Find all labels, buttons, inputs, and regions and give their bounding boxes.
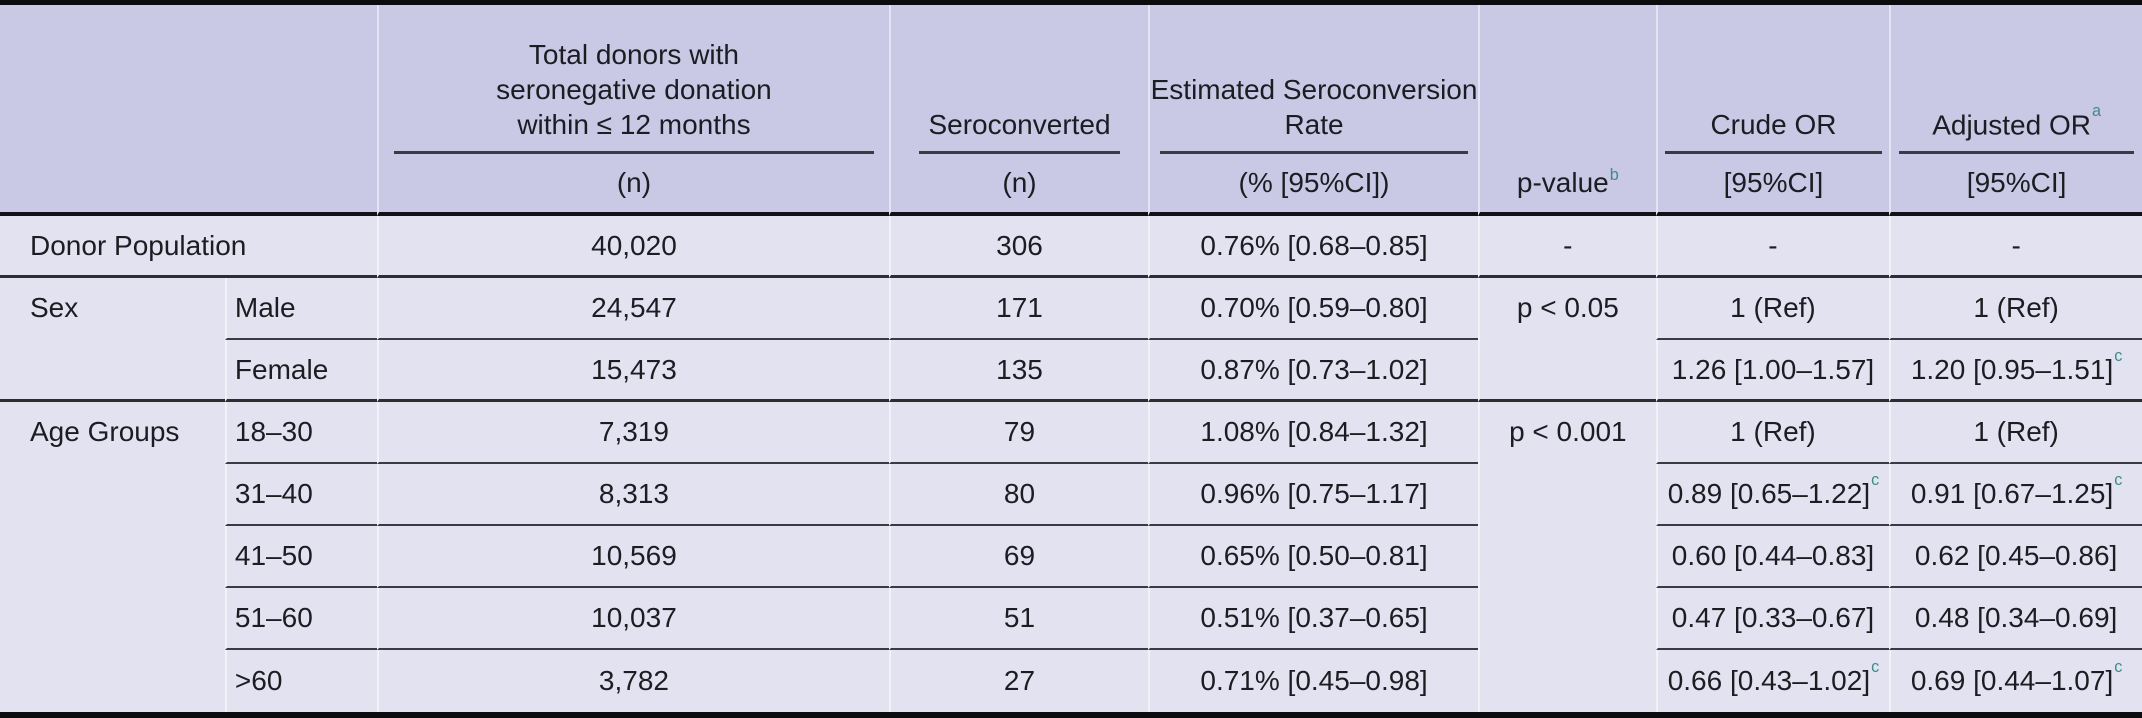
- header-empty-cell: [0, 5, 377, 216]
- header-total-donors: Total donors with seronegative donation …: [376, 5, 889, 216]
- row-age-over-60: >60 3,782 27 0.71% [0.45–0.98] 0.66 [0.4…: [0, 650, 2142, 712]
- row-sex-female: Female 15,473 135 0.87% [0.73–1.02] 1.26…: [0, 340, 2142, 402]
- cell-adjusted-or: 0.91 [0.67–1.25]c: [1889, 464, 2142, 526]
- cell-crude-or: 0.47 [0.33–0.67]: [1655, 588, 1890, 650]
- row-donor-population: Donor Population 40,020 306 0.76% [0.68–…: [0, 216, 2142, 278]
- footnote-marker-c: c: [2114, 658, 2123, 677]
- cell-category: Sex: [0, 278, 225, 402]
- cell-subgroup: >60: [224, 650, 377, 712]
- column-title-total-donors: Total donors with seronegative donation …: [496, 39, 772, 140]
- header-adjusted-or: Adjusted ORa [95%CI]: [1889, 5, 2142, 216]
- cell-n-seroconverted: 306: [888, 216, 1149, 278]
- column-unit-seroconverted: (n): [1002, 167, 1037, 198]
- cell-rate: 0.65% [0.50–0.81]: [1148, 526, 1478, 588]
- column-title-rate: Estimated Seroconversion Rate: [1150, 74, 1478, 140]
- cell-rate: 0.76% [0.68–0.85]: [1148, 216, 1478, 278]
- column-unit-crude-or: [95%CI]: [1723, 167, 1824, 198]
- cell-n-total: 24,547: [376, 278, 889, 340]
- cell-n-seroconverted: 79: [888, 402, 1149, 464]
- header-underline: [1159, 151, 1469, 154]
- row-age-41-50: 41–50 10,569 69 0.65% [0.50–0.81] 0.60 […: [0, 526, 2142, 588]
- cell-adjusted-or: 0.62 [0.45–0.86]: [1889, 526, 2142, 588]
- header-seroconversion-rate: Estimated Seroconversion Rate (% [95%CI]…: [1148, 5, 1478, 216]
- row-age-51-60: 51–60 10,037 51 0.51% [0.37–0.65] 0.47 […: [0, 588, 2142, 650]
- cell-n-total: 10,037: [376, 588, 889, 650]
- column-title-adjusted-or: Adjusted ORa: [1932, 102, 2101, 140]
- cell-n-total: 3,782: [376, 650, 889, 712]
- cell-pvalue: -: [1477, 216, 1656, 278]
- cell-category: Age Groups: [30, 416, 180, 447]
- footnote-marker-c: c: [2114, 346, 2123, 365]
- header-underline: [1898, 151, 2135, 154]
- cell-subgroup: 18–30: [224, 402, 377, 464]
- cell-crude-or: 0.66 [0.43–1.02]c: [1655, 650, 1889, 712]
- header-underline: [919, 151, 1120, 154]
- footnote-marker-c: c: [1871, 658, 1880, 677]
- cell-subgroup: Male: [224, 278, 377, 340]
- header-crude-or: Crude OR [95%CI]: [1655, 5, 1890, 216]
- cell-crude-or: -: [1655, 216, 1890, 278]
- cell-n-seroconverted: 171: [888, 278, 1149, 340]
- column-title-pvalue: p-value b: [1516, 166, 1619, 198]
- footnote-marker-c: c: [2114, 471, 2123, 490]
- cell-n-seroconverted: 51: [888, 588, 1149, 650]
- cell-adjusted-or: 1 (Ref): [1889, 278, 2142, 340]
- cell-crude-or: 0.89 [0.65–1.22]c: [1655, 464, 1890, 526]
- cell-rate: 0.70% [0.59–0.80]: [1148, 278, 1478, 340]
- cell-adjusted-or: 0.69 [0.44–1.07]c: [1889, 650, 2142, 712]
- cell-subgroup: 51–60: [224, 588, 377, 650]
- cell-pvalue: p < 0.001: [1477, 402, 1656, 712]
- cell-n-total: 15,473: [376, 340, 889, 402]
- column-unit-total-donors: (n): [616, 167, 652, 198]
- row-sex-male: Sex Male 24,547 171 0.70% [0.59–0.80] p …: [0, 278, 2142, 402]
- cell-subgroup: 31–40: [224, 464, 377, 526]
- cell-rate: 0.96% [0.75–1.17]: [1148, 464, 1478, 526]
- header-seroconverted: Seroconverted (n): [888, 5, 1149, 216]
- row-age-18-30: Age Groups 18–30 7,319 79 1.08% [0.84–1.…: [0, 402, 2142, 712]
- cell-rate: 0.87% [0.73–1.02]: [1148, 340, 1478, 402]
- column-unit-rate: (% [95%CI]): [1238, 167, 1390, 198]
- cell-n-total: 40,020: [376, 216, 889, 278]
- seroconversion-table: Total donors with seronegative donation …: [0, 5, 2142, 712]
- cell-crude-or: 0.60 [0.44–0.83]: [1655, 526, 1890, 588]
- cell-n-seroconverted: 27: [888, 650, 1148, 712]
- header-underline: [394, 151, 874, 154]
- cell-n-total: 7,319: [376, 402, 889, 464]
- cell-n-total: 10,569: [376, 526, 889, 588]
- cell-adjusted-or: 0.48 [0.34–0.69]: [1889, 588, 2142, 650]
- cell-n-seroconverted: 80: [888, 464, 1149, 526]
- cell-rate: 0.51% [0.37–0.65]: [1148, 588, 1478, 650]
- header-row: Total donors with seronegative donation …: [0, 5, 2142, 216]
- cell-crude-or: 1 (Ref): [1655, 278, 1890, 340]
- cell-subgroup: 41–50: [224, 526, 377, 588]
- cell-crude-or: 1 (Ref): [1655, 402, 1890, 464]
- cell-adjusted-or: 1 (Ref): [1889, 402, 2142, 464]
- cell-category: Donor Population: [0, 216, 377, 278]
- column-unit-adjusted-or: [95%CI]: [1966, 167, 2067, 198]
- cell-rate: 1.08% [0.84–1.32]: [1148, 402, 1478, 464]
- cell-adjusted-or: -: [1889, 216, 2142, 278]
- footnote-marker-a: a: [2091, 102, 2101, 121]
- cell-subgroup: Female: [224, 340, 377, 402]
- cell-rate: 0.71% [0.45–0.98]: [1148, 650, 1478, 712]
- header-underline: [1664, 151, 1883, 154]
- row-age-31-40: 31–40 8,313 80 0.96% [0.75–1.17] 0.89 [0…: [0, 464, 2142, 526]
- footnote-marker-b: b: [1609, 166, 1619, 185]
- footnote-marker-c: c: [1871, 471, 1880, 490]
- cell-crude-or: 1.26 [1.00–1.57]: [1655, 340, 1890, 402]
- cell-n-total: 8,313: [376, 464, 889, 526]
- column-title-crude-or: Crude OR: [1710, 109, 1837, 140]
- cell-n-seroconverted: 135: [888, 340, 1149, 402]
- column-title-seroconverted: Seroconverted: [928, 109, 1111, 140]
- cell-adjusted-or: 1.20 [0.95–1.51]c: [1889, 340, 2142, 402]
- header-pvalue: p-value b: [1477, 5, 1656, 216]
- cell-n-seroconverted: 69: [888, 526, 1149, 588]
- cell-pvalue: p < 0.05: [1477, 278, 1656, 402]
